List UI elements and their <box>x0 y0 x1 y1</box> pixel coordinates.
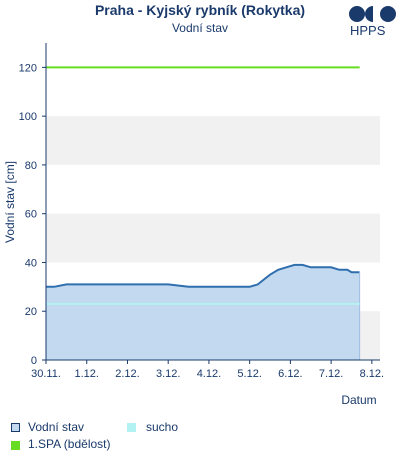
y-tick-label: 40 <box>25 257 37 269</box>
series-lines <box>46 66 361 360</box>
x-tick-label: 7.12. <box>319 368 343 380</box>
legend-label-drought: sucho <box>146 420 179 434</box>
x-tick-label: 5.12. <box>237 368 261 380</box>
logo-circle-right <box>380 6 396 22</box>
grid-band <box>46 43 380 68</box>
water-level-line <box>46 263 360 288</box>
x-axis-label: Datum <box>341 393 376 407</box>
y-tick-labels: 0 20 40 60 80 100 120 <box>19 62 46 367</box>
legend-swatch-spa1 <box>11 441 20 450</box>
chart-title: Praha - Kyjský rybník (Rokytka) <box>94 2 306 18</box>
x-tick-label: 1.12. <box>74 368 98 380</box>
x-tick-label: 6.12. <box>278 368 302 380</box>
y-tick-label: 0 <box>31 355 37 367</box>
y-tick-label: 100 <box>19 111 37 123</box>
y-tick-label: 120 <box>19 62 37 74</box>
x-tick-label: 2.12. <box>115 368 139 380</box>
x-tick-labels: 30.11. 1.12. 2.12. 3.12. 4.12. 5.12. 6.12. 7.12… <box>31 360 384 380</box>
chart-subtitle: Vodní stav <box>171 21 229 35</box>
y-tick-label: 80 <box>25 160 37 172</box>
y-tick-label: 60 <box>25 209 37 221</box>
legend-label-water-level: Vodní stav <box>28 420 85 434</box>
logo-text: HPPS <box>350 23 386 38</box>
grid-band <box>46 116 380 165</box>
logo-circle-left <box>349 6 365 22</box>
x-tick-label: 8.12. <box>360 368 384 380</box>
hpps-logo-icon <box>349 6 396 22</box>
legend-swatch-drought <box>127 423 136 432</box>
x-tick-label: 30.11. <box>31 368 61 380</box>
logo-halfcircle <box>365 6 373 22</box>
water-level-area <box>46 264 360 360</box>
x-tick-label: 4.12. <box>197 368 221 380</box>
x-tick-label: 3.12. <box>156 368 180 380</box>
series-fills <box>46 264 360 360</box>
y-axis-label: Vodní stav [cm] <box>3 161 17 243</box>
y-tick-label: 20 <box>25 306 37 318</box>
axes <box>45 43 380 361</box>
legend-label-spa1: 1.SPA (bdělost) <box>28 437 111 451</box>
legend-swatch-water-level <box>11 423 20 432</box>
grid-band <box>46 213 380 263</box>
